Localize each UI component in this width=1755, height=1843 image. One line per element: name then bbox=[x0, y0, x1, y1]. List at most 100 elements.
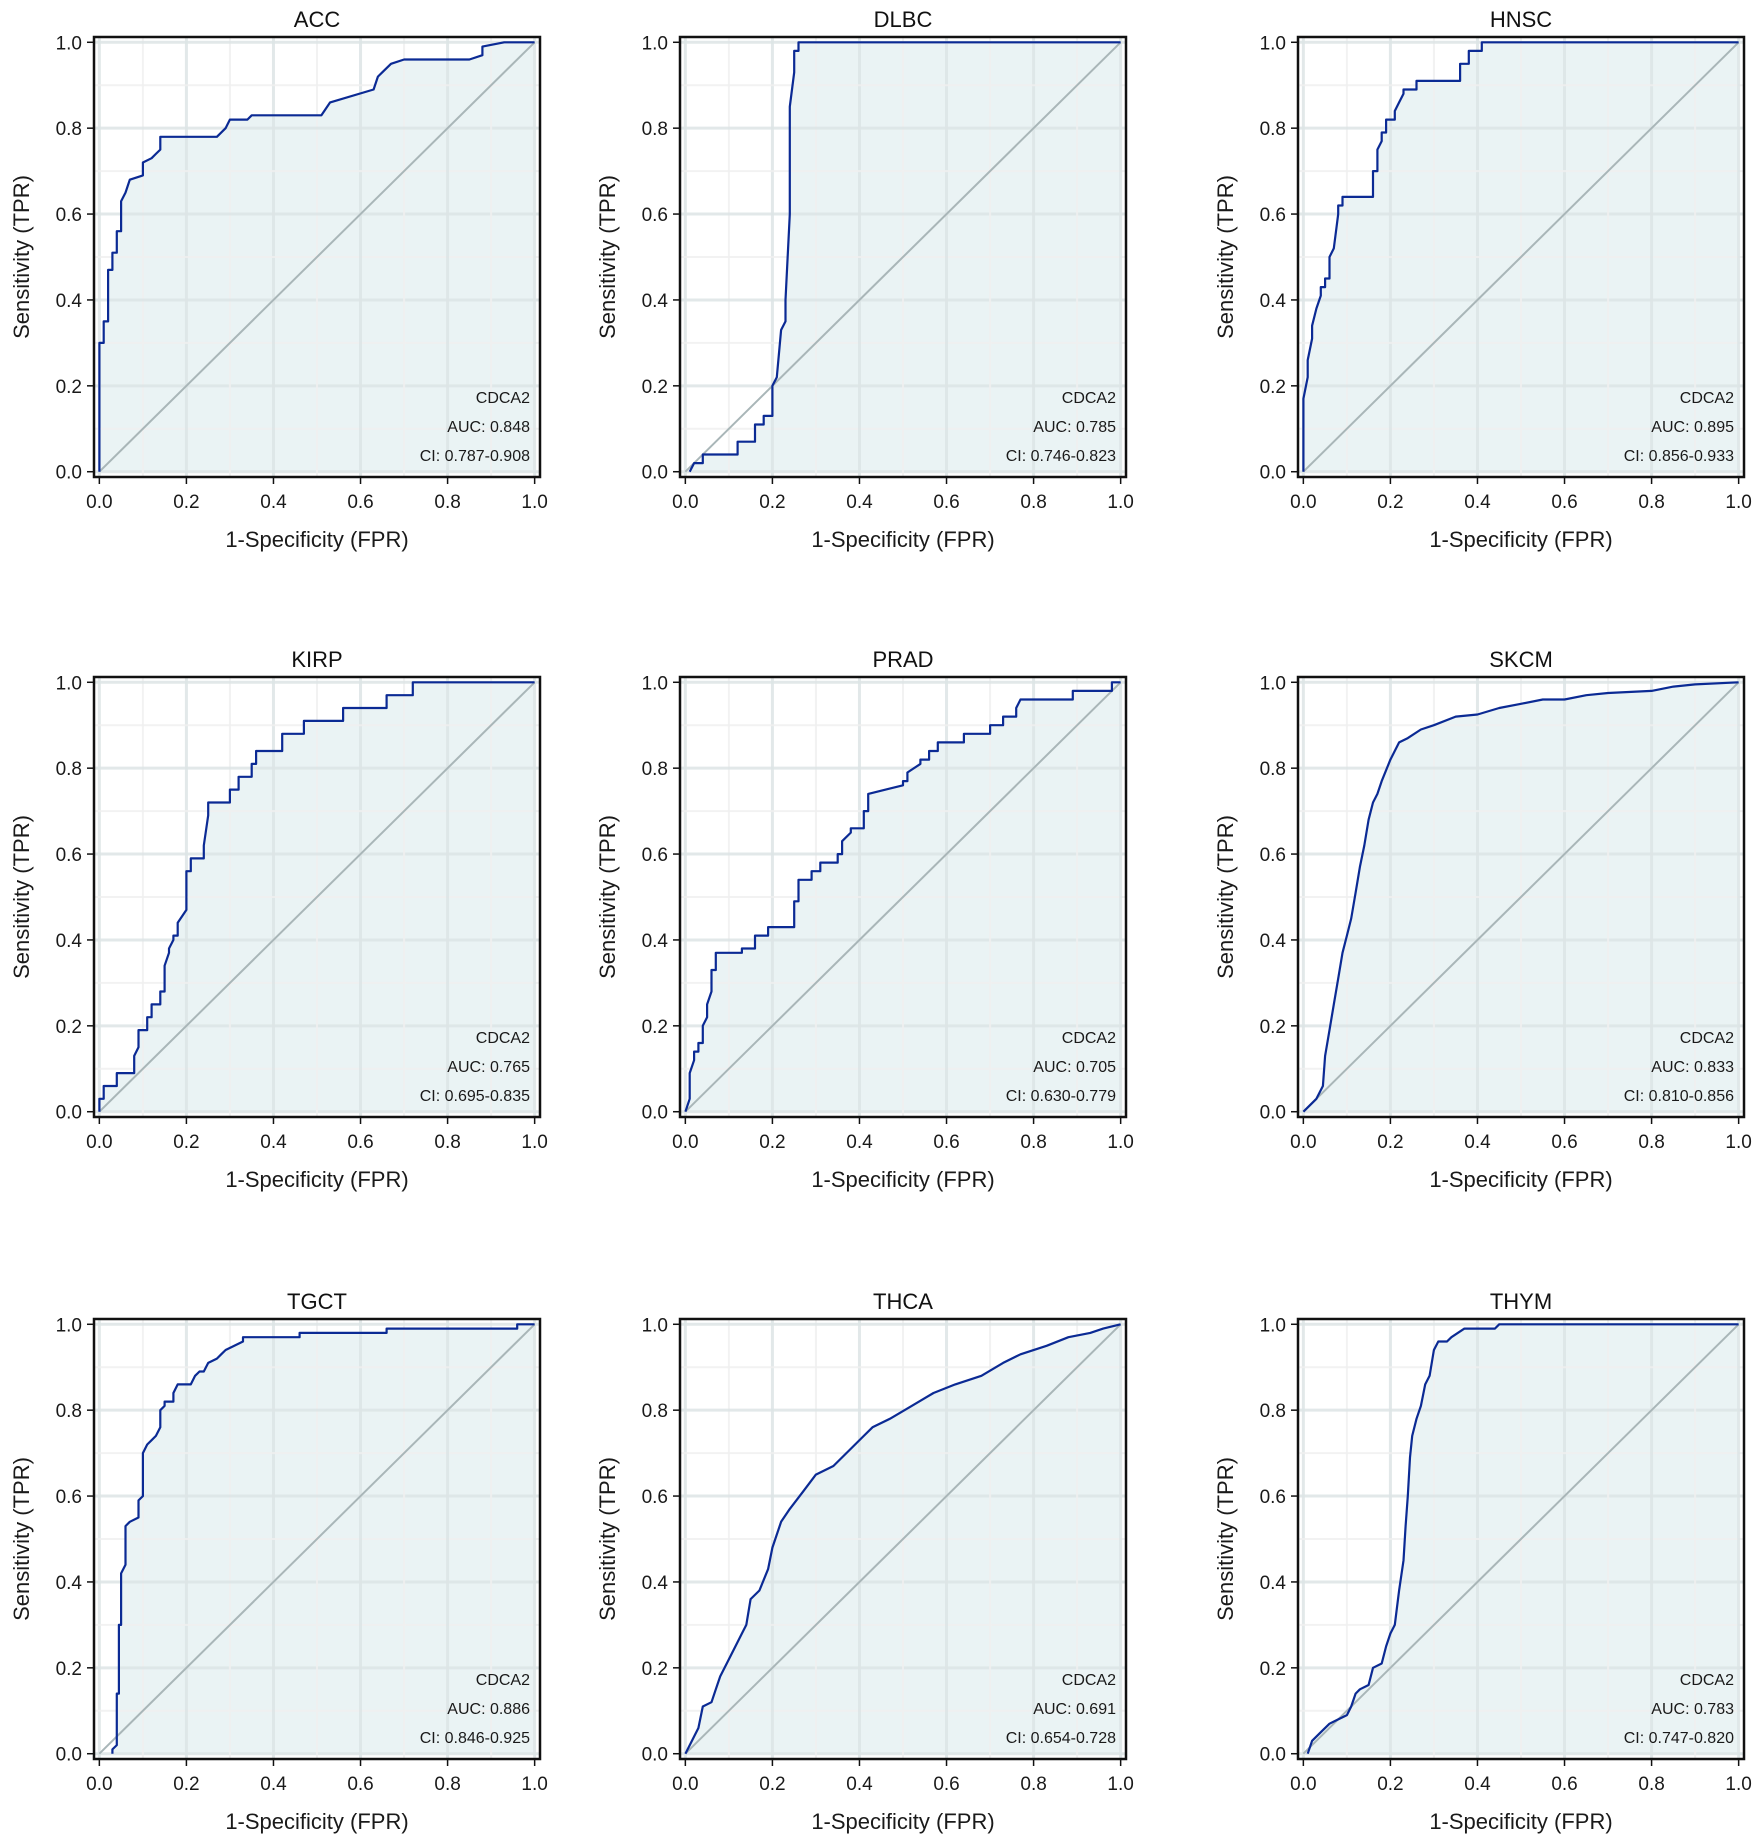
y-tick-label: 0.6 bbox=[1260, 205, 1286, 226]
plot-frame bbox=[1296, 35, 1746, 479]
diagonal-reference-line bbox=[1302, 41, 1740, 473]
x-axis-label: 1-Specificity (FPR) bbox=[811, 1167, 994, 1192]
plot-frame bbox=[92, 675, 542, 1119]
x-tick-label: 0.0 bbox=[672, 1132, 698, 1153]
annotation-auc: AUC: 0.895 bbox=[1651, 419, 1734, 436]
y-tick-label: 1.0 bbox=[642, 33, 668, 54]
y-tick-label: 0.6 bbox=[1260, 1487, 1286, 1508]
roc-curve bbox=[98, 41, 535, 472]
x-tick-label: 0.2 bbox=[1377, 492, 1403, 513]
diagonal-reference-line bbox=[684, 681, 1122, 1113]
y-tick-label: 0.8 bbox=[1260, 1401, 1286, 1422]
diagonal-reference-line bbox=[98, 681, 536, 1113]
x-tick-label: 0.8 bbox=[1020, 492, 1046, 513]
plot-frame bbox=[1296, 1317, 1746, 1761]
x-tick-label: 0.2 bbox=[759, 492, 785, 513]
x-tick-label: 0.0 bbox=[86, 492, 112, 513]
y-tick-label: 1.0 bbox=[642, 1315, 668, 1336]
x-tick-label: 0.8 bbox=[1020, 1132, 1046, 1153]
y-tick-label: 0.8 bbox=[56, 1401, 82, 1422]
x-tick-label: 1.0 bbox=[1107, 1132, 1133, 1153]
x-tick-label: 0.4 bbox=[846, 1774, 873, 1795]
roc-curve bbox=[688, 41, 1121, 473]
x-tick-label: 0.0 bbox=[86, 1774, 112, 1795]
x-tick-label: 0.0 bbox=[1290, 492, 1316, 513]
x-tick-label: 1.0 bbox=[1107, 1774, 1133, 1795]
y-tick-label: 0.0 bbox=[1260, 1103, 1286, 1124]
panel-title: ACC bbox=[294, 7, 341, 32]
annotation-auc: AUC: 0.783 bbox=[1651, 1701, 1734, 1718]
y-tick-label: 0.6 bbox=[56, 205, 82, 226]
x-tick-label: 0.2 bbox=[173, 1132, 199, 1153]
y-axis-label: Sensitivity (TPR) bbox=[1213, 1457, 1238, 1621]
panel-title: THCA bbox=[873, 1289, 933, 1314]
annotation-ci: CI: 0.630-0.779 bbox=[1006, 1088, 1116, 1105]
x-tick-label: 0.2 bbox=[173, 1774, 199, 1795]
y-tick-label: 0.4 bbox=[1260, 291, 1287, 312]
y-tick-label: 0.2 bbox=[642, 1017, 668, 1038]
panel-title: THYM bbox=[1490, 1289, 1552, 1314]
y-tick-label: 0.6 bbox=[642, 845, 668, 866]
x-tick-label: 0.2 bbox=[1377, 1774, 1403, 1795]
annotation-gene: CDCA2 bbox=[1062, 390, 1116, 407]
annotation-gene: CDCA2 bbox=[1062, 1672, 1116, 1689]
x-tick-label: 0.4 bbox=[846, 1132, 873, 1153]
y-axis-label: Sensitivity (TPR) bbox=[595, 1457, 620, 1621]
annotation-ci: CI: 0.747-0.820 bbox=[1624, 1730, 1734, 1747]
annotation-auc: AUC: 0.833 bbox=[1651, 1059, 1734, 1076]
y-tick-label: 0.4 bbox=[56, 291, 83, 312]
roc-curve bbox=[1306, 1323, 1739, 1755]
panel-title: KIRP bbox=[291, 647, 342, 672]
plot-frame bbox=[92, 35, 542, 479]
annotation-ci: CI: 0.746-0.823 bbox=[1006, 448, 1116, 465]
y-tick-label: 1.0 bbox=[56, 33, 82, 54]
x-tick-label: 0.0 bbox=[86, 1132, 112, 1153]
diagonal-reference-line bbox=[684, 1323, 1122, 1755]
x-tick-label: 0.0 bbox=[1290, 1774, 1316, 1795]
y-tick-label: 0.2 bbox=[56, 1017, 82, 1038]
y-axis-label: Sensitivity (TPR) bbox=[1213, 815, 1238, 979]
y-tick-label: 0.2 bbox=[56, 377, 82, 398]
x-tick-label: 0.4 bbox=[260, 492, 287, 513]
annotation-auc: AUC: 0.765 bbox=[447, 1059, 530, 1076]
x-tick-label: 0.4 bbox=[1464, 492, 1491, 513]
roc-curve bbox=[1302, 681, 1739, 1113]
roc-panel-acc: 0.0 0.2 0.4 0.6 0.8 1.0 0.0 0.2 0.4 0.6 0.8 1.0 ACC 1… bbox=[9, 7, 548, 552]
x-tick-label: 0.4 bbox=[846, 492, 873, 513]
y-tick-label: 0.4 bbox=[56, 931, 83, 952]
panel-title: HNSC bbox=[1490, 7, 1552, 32]
y-axis-label: Sensitivity (TPR) bbox=[595, 175, 620, 339]
x-tick-label: 0.0 bbox=[672, 1774, 698, 1795]
x-tick-label: 0.8 bbox=[434, 1774, 460, 1795]
x-tick-label: 1.0 bbox=[1725, 492, 1751, 513]
annotation-gene: CDCA2 bbox=[476, 1030, 530, 1047]
diagonal-reference-line bbox=[98, 1323, 536, 1755]
roc-panel-thca: 0.0 0.2 0.4 0.6 0.8 1.0 0.0 0.2 0.4 0.6 0.8 1.0 THCA… bbox=[595, 1289, 1134, 1834]
plot-frame bbox=[92, 1317, 542, 1761]
roc-curve bbox=[1302, 41, 1739, 472]
roc-panel-skcm: 0.0 0.2 0.4 0.6 0.8 1.0 0.0 0.2 0.4 0.6 0.8 1.0 SKCM… bbox=[1213, 647, 1752, 1192]
annotation-ci: CI: 0.846-0.925 bbox=[420, 1730, 530, 1747]
y-tick-label: 0.0 bbox=[642, 1103, 668, 1124]
x-tick-label: 0.4 bbox=[1464, 1132, 1491, 1153]
diagonal-reference-line bbox=[1302, 1323, 1740, 1755]
y-tick-label: 0.2 bbox=[1260, 377, 1286, 398]
y-tick-label: 0.4 bbox=[1260, 931, 1287, 952]
y-tick-label: 0.2 bbox=[1260, 1659, 1286, 1680]
diagonal-reference-line bbox=[684, 41, 1122, 473]
y-tick-label: 0.6 bbox=[56, 845, 82, 866]
x-tick-label: 0.6 bbox=[1551, 1132, 1577, 1153]
annotation-ci: CI: 0.810-0.856 bbox=[1624, 1088, 1734, 1105]
annotation-auc: AUC: 0.886 bbox=[447, 1701, 530, 1718]
annotation-gene: CDCA2 bbox=[1680, 1672, 1734, 1689]
x-tick-label: 0.6 bbox=[933, 492, 959, 513]
x-axis-label: 1-Specificity (FPR) bbox=[811, 1809, 994, 1834]
x-axis-label: 1-Specificity (FPR) bbox=[225, 527, 408, 552]
x-tick-label: 0.6 bbox=[1551, 1774, 1577, 1795]
y-tick-label: 1.0 bbox=[56, 1315, 82, 1336]
x-tick-label: 0.8 bbox=[1020, 1774, 1046, 1795]
y-tick-label: 0.8 bbox=[642, 1401, 668, 1422]
y-tick-label: 0.6 bbox=[642, 205, 668, 226]
y-tick-label: 0.4 bbox=[642, 291, 669, 312]
